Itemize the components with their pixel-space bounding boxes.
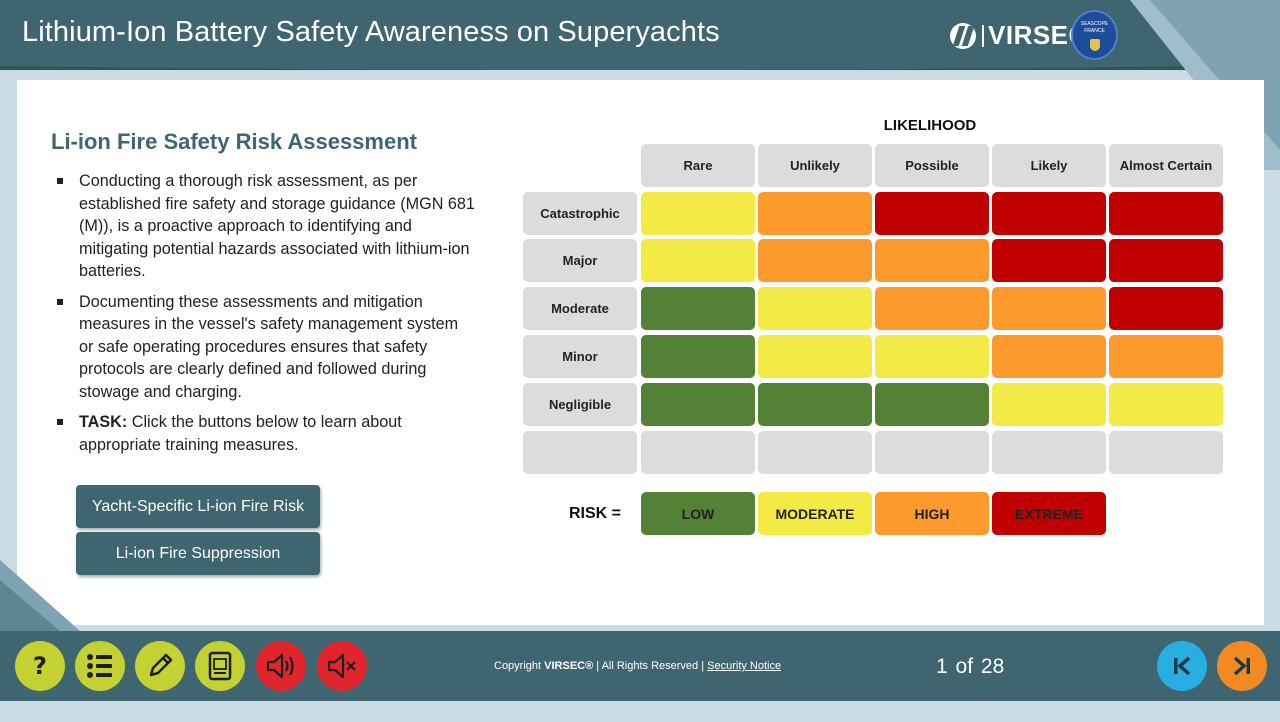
next-icon [1233, 656, 1250, 676]
likelihood-title: LIKELIHOOD [883, 117, 977, 134]
risk-cell-extreme [1109, 192, 1223, 235]
empty-cell [758, 431, 872, 474]
empty-cell [523, 431, 637, 474]
bullet-list: Conducting a thorough risk assessment, a… [55, 170, 475, 464]
risk-cell-high [992, 287, 1106, 330]
partner-seal-line1: SEASCOPE [1080, 21, 1109, 27]
help-button[interactable]: ? [15, 641, 65, 691]
pencil-icon [149, 653, 173, 677]
likelihood-header: Unlikely [758, 144, 872, 187]
header-bar [0, 0, 1280, 70]
empty-cell [875, 431, 989, 474]
copyright-prefix: Copyright [494, 660, 545, 672]
risk-cell-extreme [1109, 287, 1223, 330]
audio-on-button[interactable] [256, 641, 306, 691]
fire-suppression-button[interactable]: Li-ion Fire Suppression [76, 532, 320, 575]
course-title: Lithium-Ion Battery Safety Awareness on … [22, 16, 720, 48]
brand-name-text: VIRSEC [988, 20, 1088, 50]
risk-cell-moderate [758, 335, 872, 378]
risk-cell-high [875, 287, 989, 330]
shield-icon [1089, 39, 1100, 51]
partner-seal: SEASCOPE FRANCE [1071, 10, 1118, 60]
help-icon: ? [33, 652, 47, 680]
page-total: 28 [980, 655, 1005, 678]
brand-logo: VIRSEC [950, 20, 1088, 51]
brand-mark-icon [950, 22, 976, 49]
likelihood-header: Rare [641, 144, 755, 187]
notes-button[interactable] [135, 641, 185, 691]
previous-button[interactable] [1157, 641, 1207, 691]
footer-strip [0, 701, 1280, 722]
bullet-item: Conducting a thorough risk assessment, a… [55, 170, 475, 283]
risk-cell-moderate [641, 192, 755, 235]
bullet-item-task: TASK: Click the buttons below to learn a… [55, 411, 475, 456]
empty-cell [641, 431, 755, 474]
glossary-icon [208, 651, 232, 681]
next-button[interactable] [1217, 641, 1267, 691]
brand-name: VIRSEC [982, 20, 1088, 51]
risk-cell-extreme [1109, 239, 1223, 282]
glossary-button[interactable] [195, 641, 245, 691]
likelihood-header: Likely [992, 144, 1106, 187]
severity-header: Catastrophic [523, 192, 637, 235]
risk-cell-moderate [641, 239, 755, 282]
risk-cell-moderate [758, 287, 872, 330]
risk-cell-high [758, 192, 872, 235]
risk-cell-extreme [992, 239, 1106, 282]
bullet-item: Documenting these assessments and mitiga… [55, 291, 475, 404]
risk-cell-high [1109, 335, 1223, 378]
previous-icon [1174, 656, 1191, 676]
copyright-brand: VIRSEC® [544, 660, 594, 672]
empty-cell [1109, 431, 1223, 474]
risk-cell-extreme [992, 192, 1106, 235]
menu-list-icon [87, 654, 112, 678]
menu-button[interactable] [75, 641, 125, 691]
security-notice-link[interactable]: Security Notice [707, 660, 782, 672]
severity-header: Major [523, 239, 637, 282]
risk-cell-high [992, 335, 1106, 378]
severity-header: Minor [523, 335, 637, 378]
audio-mute-button[interactable] [317, 641, 367, 691]
page-counter: 1 of 28 [936, 655, 1004, 679]
likelihood-header: Almost Certain [1109, 144, 1223, 187]
page-current: 1 [936, 655, 948, 678]
copyright-notice: Copyright VIRSEC® | All Rights Reserved … [494, 660, 781, 672]
audio-on-icon [266, 653, 294, 679]
severity-header: Moderate [523, 287, 637, 330]
risk-cell-moderate [875, 335, 989, 378]
legend-moderate: MODERATE [758, 492, 872, 535]
audio-mute-icon [327, 653, 356, 679]
risk-cell-moderate [1109, 383, 1223, 426]
task-text: Click the buttons below to learn about a… [79, 413, 402, 454]
legend-high: HIGH [875, 492, 989, 535]
task-label: TASK: [79, 413, 128, 431]
risk-cell-low [641, 287, 755, 330]
legend-extreme: EXTREME [992, 492, 1106, 535]
copyright-suffix: | All Rights Reserved | [593, 660, 708, 672]
risk-legend-label: RISK = [568, 505, 621, 522]
yacht-fire-risk-button[interactable]: Yacht-Specific Li-ion Fire Risk [76, 485, 320, 528]
risk-cell-low [875, 383, 989, 426]
risk-cell-moderate [992, 383, 1106, 426]
severity-header: Negligible [523, 383, 637, 426]
section-title: Li-ion Fire Safety Risk Assessment [51, 129, 417, 154]
risk-cell-high [875, 239, 989, 282]
legend-low: LOW [641, 492, 755, 535]
risk-cell-extreme [875, 192, 989, 235]
risk-cell-high [758, 239, 872, 282]
risk-cell-low [641, 335, 755, 378]
empty-cell [992, 431, 1106, 474]
page-of: of [955, 655, 974, 678]
partner-seal-line2: FRANCE [1084, 28, 1105, 34]
likelihood-header: Possible [875, 144, 989, 187]
risk-cell-low [758, 383, 872, 426]
risk-cell-low [641, 383, 755, 426]
